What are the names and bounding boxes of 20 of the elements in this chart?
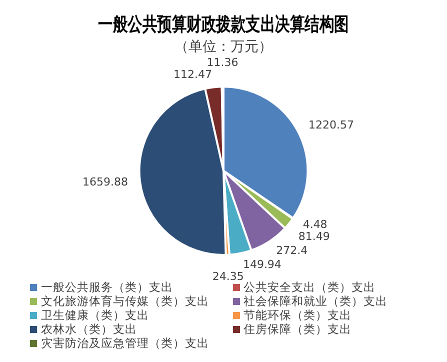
data-label: 149.94 — [242, 258, 282, 271]
legend-label: 农林水（类）支出 — [41, 322, 137, 336]
data-label: 24.35 — [212, 270, 244, 283]
legend-label: 节能环保（类）支出 — [244, 308, 352, 322]
legend-label: 卫生健康（类）支出 — [41, 308, 149, 322]
chart-title: 一般公共预算财政拨款支出决算结构图 — [98, 14, 349, 36]
legend-label: 社会保障和就业（类）支出 — [244, 294, 388, 308]
legend-label: 公共安全支出（类）支出 — [244, 280, 376, 294]
data-label: 112.47 — [173, 68, 212, 82]
data-label: 4.48 — [302, 218, 328, 232]
data-label: 1659.88 — [82, 176, 128, 189]
legend-label: 一般公共服务（类）支出 — [41, 280, 173, 294]
chart-subtitle: （单位：万元） — [174, 38, 272, 55]
data-label: 1220.57 — [308, 118, 354, 132]
data-label: 272.4 — [276, 244, 308, 258]
legend-label: 住房保障（类）支出 — [244, 322, 352, 336]
legend-label: 文化旅游体育与传媒（类）支出 — [41, 294, 209, 308]
data-label: 11.36 — [206, 56, 238, 70]
data-label: 81.49 — [298, 230, 330, 244]
legend-label: 灾害防治及应急管理（类）支出 — [41, 336, 209, 350]
